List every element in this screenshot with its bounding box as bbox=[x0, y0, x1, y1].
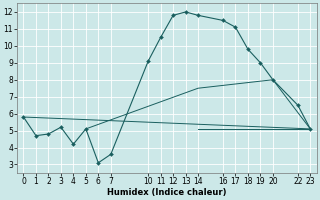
X-axis label: Humidex (Indice chaleur): Humidex (Indice chaleur) bbox=[107, 188, 227, 197]
